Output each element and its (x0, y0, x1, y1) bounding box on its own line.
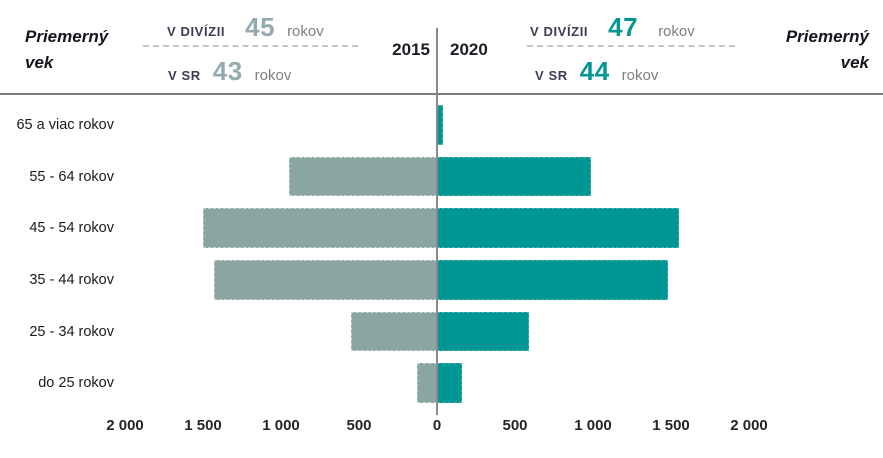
category-label: 25 - 34 rokov (29, 323, 114, 340)
sr-average-2020-value: 44 (579, 56, 610, 86)
division-label: V DIVÍZII (167, 24, 226, 39)
chart-row-6: do 25 rokov (0, 351, 883, 404)
bar-2015-6 (416, 363, 437, 404)
x-tick-label: 2 000 (730, 417, 768, 434)
x-tick-label: 0 (432, 417, 442, 434)
sr-label: V SR (535, 68, 568, 83)
dashed-divider-left (143, 45, 358, 47)
title-line: vek (25, 53, 54, 72)
category-label: 55 - 64 rokov (29, 168, 114, 185)
title-line: vek (840, 53, 869, 72)
title-line: Priemerný (785, 27, 869, 46)
average-age-title-left: Priemerný vek (25, 24, 108, 76)
unit-label: rokov (254, 67, 292, 84)
sr-label: V SR (168, 68, 201, 83)
division-average-2020: V DIVÍZII 47 rokov (530, 14, 695, 40)
chart-row-3: 45 - 54 rokov (0, 196, 883, 249)
division-average-2015: V DIVÍZII 45 rokov (167, 14, 324, 40)
year-2020-label: 2020 (450, 40, 488, 59)
x-tick-label: 1 000 (574, 417, 612, 434)
unit-label: rokov (658, 23, 695, 40)
division-average-2015-value: 45 (245, 12, 276, 42)
chart-row-1: 65 a viac rokov (0, 93, 883, 145)
division-average-2020-value: 47 (608, 12, 639, 42)
bar-2015-4 (213, 260, 437, 300)
x-tick-label: 1 000 (262, 417, 300, 434)
bar-2020-4 (437, 260, 668, 300)
category-label: 65 a viac rokov (16, 117, 114, 133)
x-axis-tick-labels: 2 000 1 500 1 000 500 0 500 1 000 1 500 2 000 (0, 417, 883, 439)
bar-2020-2 (437, 156, 592, 197)
division-label: V DIVÍZII (530, 24, 589, 39)
chart-row-4: 35 - 44 rokov (0, 248, 883, 300)
bar-2020-5 (437, 311, 530, 352)
bar-2020-3 (437, 208, 679, 249)
center-axis-line (436, 28, 438, 415)
chart-row-5: 25 - 34 rokov (0, 300, 883, 352)
x-tick-label: 2 000 (106, 417, 144, 434)
bar-2020-1 (437, 105, 444, 145)
sr-average-2015: V SR 43 rokov (168, 58, 291, 84)
dashed-divider-right (527, 45, 735, 47)
bar-2015-2 (288, 156, 437, 197)
x-tick-label: 500 (346, 417, 372, 434)
sr-average-2020: V SR 44 rokov (535, 58, 658, 84)
average-age-title-right: Priemerný vek (786, 24, 869, 76)
bar-2015-3 (203, 208, 437, 249)
chart-top-border (0, 93, 883, 95)
unit-label: rokov (621, 67, 659, 84)
category-label: 35 - 44 rokov (29, 272, 114, 289)
unit-label: rokov (287, 23, 324, 40)
x-tick-label: 500 (502, 417, 528, 434)
category-label: 45 - 54 rokov (29, 220, 114, 237)
category-label: do 25 rokov (38, 375, 114, 392)
bar-2020-6 (437, 363, 462, 404)
bar-2015-5 (351, 311, 437, 352)
chart-row-2: 55 - 64 rokov (0, 145, 883, 197)
x-tick-label: 1 500 (184, 417, 222, 434)
title-line: Priemerný (25, 27, 109, 46)
x-tick-label: 1 500 (652, 417, 690, 434)
sr-average-2015-value: 43 (212, 56, 243, 86)
bar-rows: 65 a viac rokov 55 - 64 rokov 45 - 54 roko… (0, 93, 883, 404)
year-2015-label: 2015 (392, 40, 430, 59)
